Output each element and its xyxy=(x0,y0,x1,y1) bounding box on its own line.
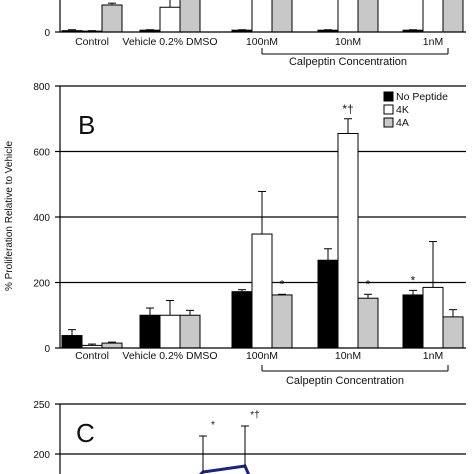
panel-a-xtick-label: 100nM xyxy=(246,36,278,48)
panel-a-xtick-label: 10nM xyxy=(335,36,361,48)
panel-a-bar xyxy=(357,0,379,33)
panel-b-ytick-label: 0 xyxy=(44,344,50,355)
panel-b-bar xyxy=(251,233,273,349)
panel-a-xtick-label: Vehicle 0.2% DMSO xyxy=(122,36,217,48)
panel-a-group-bracket: Calpeptin Concentration xyxy=(261,48,449,68)
panel-b-xtick-label: 10nM xyxy=(335,350,361,362)
panel-b-group-bracket: Calpeptin Concentration xyxy=(261,365,449,387)
panel-b-label: B xyxy=(78,110,95,140)
panel-b-bar xyxy=(179,314,201,349)
panel-c-line xyxy=(198,464,251,474)
panel-b-annotations: * *† * * xyxy=(280,102,416,292)
panel-c-annotation: *† xyxy=(250,410,259,421)
panel-c-ytick-label: 200 xyxy=(33,450,50,461)
panel-b-bars xyxy=(61,118,464,349)
panel-b-annotation: * xyxy=(280,277,285,291)
panel-b-legend-label: No Peptide xyxy=(396,91,448,103)
panel-b-legend-swatch xyxy=(383,91,394,102)
panel-a-bar xyxy=(422,0,444,33)
panel-b-legend-label: 4A xyxy=(396,117,409,129)
panel-c-label: C xyxy=(76,418,95,448)
panel-c-series: * *† xyxy=(198,410,260,474)
panel-b-ytick-label: 800 xyxy=(33,82,50,93)
panel-b-bar xyxy=(422,286,444,349)
panel-b-bar xyxy=(357,297,379,349)
panel-c-gridlines xyxy=(60,403,466,455)
panel-b-annotation: * xyxy=(366,277,371,291)
panel-b-annotation: * xyxy=(411,273,416,287)
panel-a-axis: 0 xyxy=(44,0,466,39)
panel-b-bar xyxy=(139,314,161,349)
panel-b-xtick-label: Control xyxy=(75,350,109,362)
panel-c-yticks: 200 250 xyxy=(33,400,60,461)
panel-b-legend-swatch xyxy=(383,117,394,128)
panel-a-bar xyxy=(271,0,293,33)
panel-b-bar xyxy=(101,342,123,349)
panel-b-bar xyxy=(337,132,359,349)
panel-b-bar xyxy=(402,294,424,349)
panel-b-bar xyxy=(231,291,253,349)
panel-b-yticks: 0 200 400 600 800 xyxy=(33,82,60,355)
panel-b-ytick-label: 400 xyxy=(33,213,50,224)
panel-b-xtick-label: 1nM xyxy=(423,350,443,362)
panel-a-bar xyxy=(159,6,181,33)
panel-a-bar xyxy=(101,4,123,33)
panel-a-xtick-label: Control xyxy=(75,36,109,48)
panel-a-xtick-label: 1nM xyxy=(423,36,443,48)
panel-c: 200 250 C * *† xyxy=(33,400,466,474)
panel-a-ytick: 0 xyxy=(44,28,50,39)
panel-b-legend-swatch xyxy=(383,104,394,115)
panel-b-xtick-label: 100nM xyxy=(246,350,278,362)
panel-a-bar xyxy=(337,0,359,33)
panel-b-xlabels: Control Vehicle 0.2% DMSO 100nM 10nM 1nM xyxy=(75,350,443,362)
panel-b-bar xyxy=(61,335,83,349)
panel-b-ytick-label: 200 xyxy=(33,279,50,290)
panel-b-bar xyxy=(442,316,464,349)
panel-b: 0 200 400 600 800 Control Vehicle 0.2% DMSO 10… xyxy=(4,82,466,387)
panel-b-bar xyxy=(271,294,293,349)
panel-b-legend-label: 4K xyxy=(396,104,409,116)
panel-b-bar xyxy=(317,259,339,349)
panel-b-ytick-label: 600 xyxy=(33,148,50,159)
panel-b-annotation: *† xyxy=(342,102,353,116)
panel-c-annotation: * xyxy=(211,420,215,431)
panel-b-xtick-label: Vehicle 0.2% DMSO xyxy=(122,350,217,362)
panel-b-group-label: Calpeptin Concentration xyxy=(286,375,404,387)
panel-a-xlabels: Control Vehicle 0.2% DMSO 100nM 10nM 1nM xyxy=(75,36,443,48)
panel-a-group-label: Calpeptin Concentration xyxy=(289,56,407,68)
panel-a xyxy=(61,0,464,33)
panel-a-bar xyxy=(179,0,201,33)
panel-a-bar xyxy=(251,0,273,33)
panel-b-ylabel: % Proliferation Relative to Vehicle xyxy=(4,141,15,292)
panel-c-ytick-label: 250 xyxy=(33,400,50,411)
panel-a-bar xyxy=(442,0,464,33)
panel-b-bar xyxy=(159,314,181,349)
